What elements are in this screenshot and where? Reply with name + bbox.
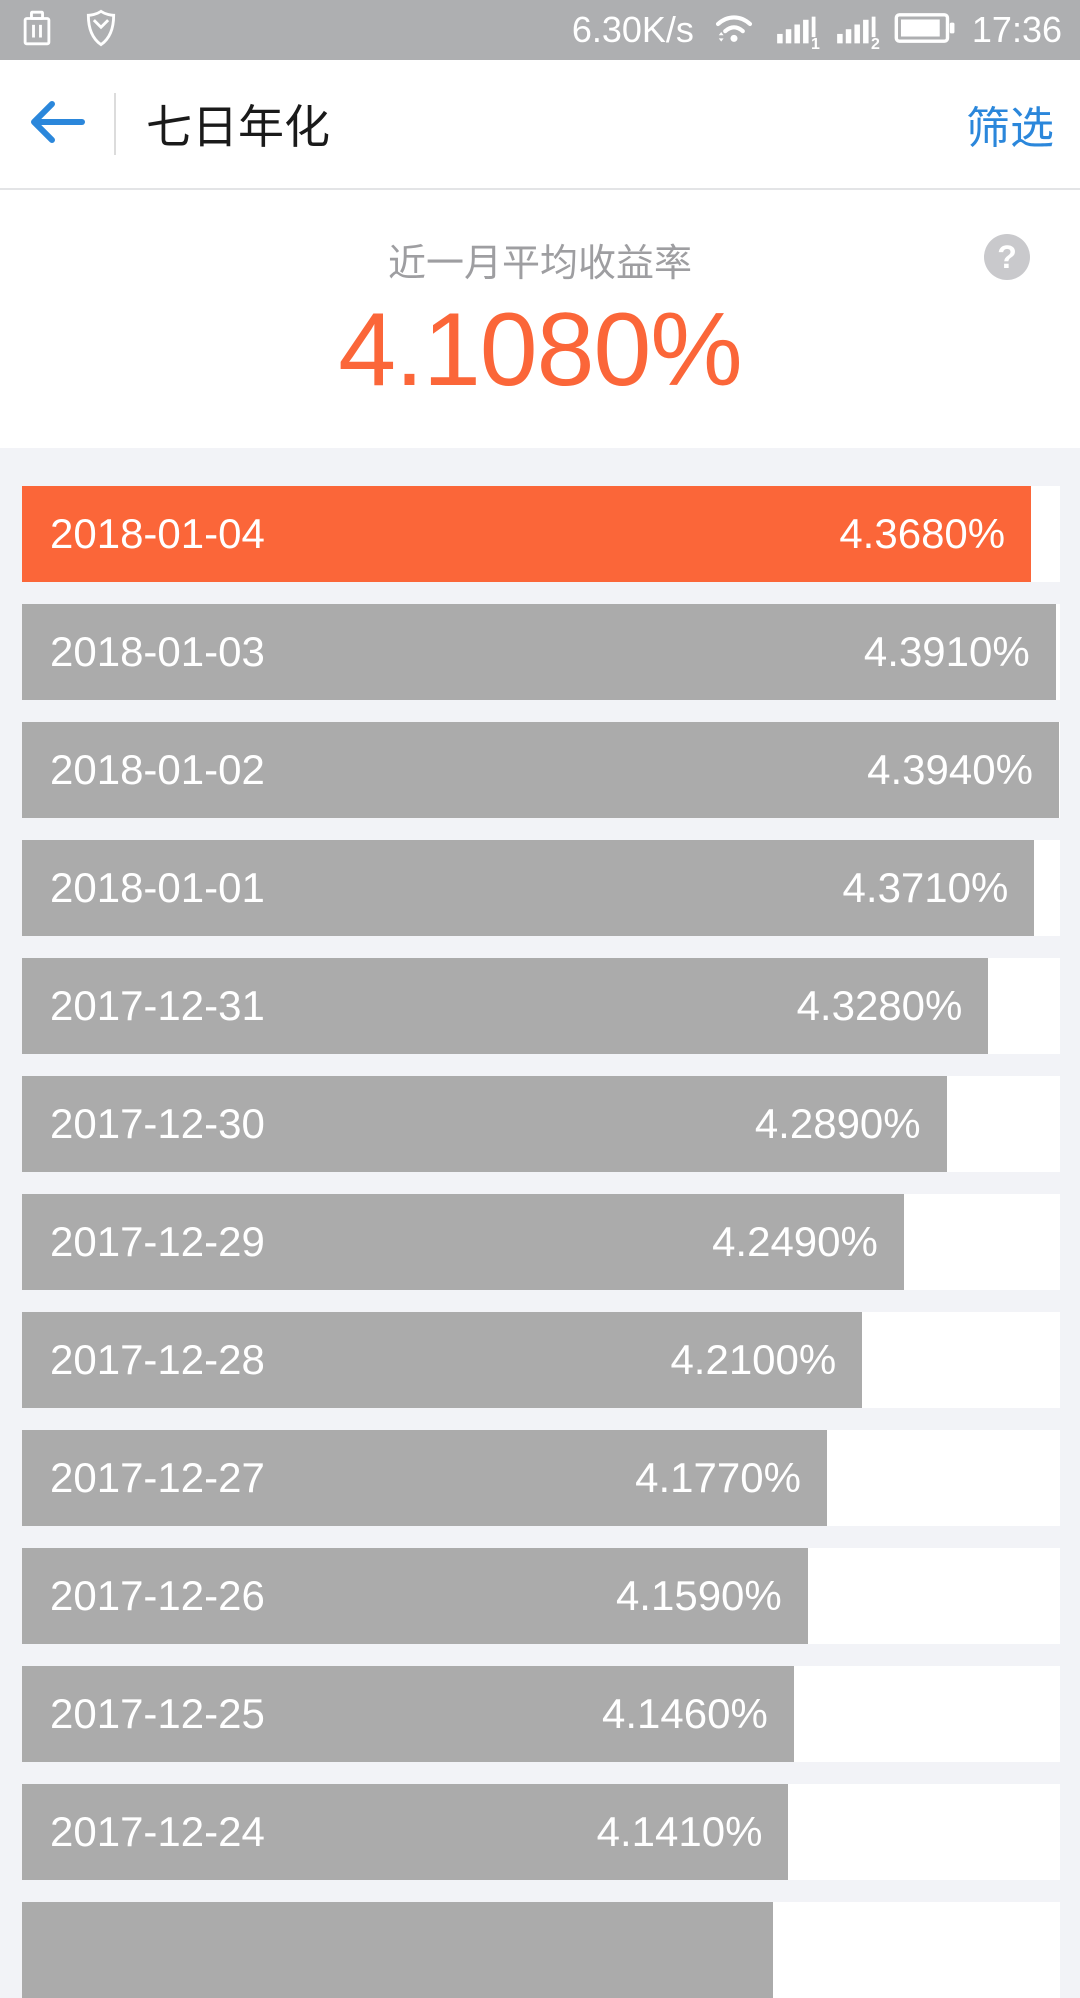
sim1-number: 1 [811, 36, 820, 53]
bar-date-label: 2017-12-24 [50, 1808, 265, 1855]
page-title: 七日年化 [146, 101, 330, 153]
bar: 2017-12-28 4.2100% [22, 1312, 863, 1408]
bar: 2017-12-25 4.1460% [22, 1666, 794, 1762]
bar-list: 2018-01-04 4.3680% 2018-01-03 4.3910% 2018-0… [0, 448, 1080, 1998]
chart-bar-row[interactable]: 2017-12-30 4.2890% [22, 1076, 1060, 1172]
bar-value-label: 4.2100% [670, 1336, 837, 1383]
bar-date-label: 2017-12-28 [50, 1336, 265, 1383]
bar-value-label: 4.1770% [635, 1454, 801, 1501]
header-divider [114, 93, 116, 155]
chart-bar-row[interactable]: 2018-01-02 4.3940% [22, 722, 1060, 818]
bar-highlighted: 2018-01-04 4.3680% [22, 486, 1032, 582]
bar-value-label: 4.3680% [839, 510, 1006, 557]
chart-bar-row[interactable]: 2018-01-01 4.3710% [22, 840, 1060, 936]
bar: 2018-01-02 4.3940% [22, 722, 1059, 818]
bar-value-label: 4.3940% [867, 746, 1033, 793]
wifi-icon [710, 8, 758, 53]
bar: 2017-12-24 4.1410% [22, 1784, 789, 1880]
bar-date-label: 2017-12-27 [50, 1454, 265, 1501]
bar: 2017-12-31 4.3280% [22, 958, 989, 1054]
bar-date-label: 2017-12-30 [50, 1100, 265, 1147]
bar-date-label: 2018-01-03 [50, 628, 265, 675]
chart-bar-row[interactable] [22, 1902, 1060, 1998]
chart-bar-row[interactable]: 2017-12-25 4.1460% [22, 1666, 1060, 1762]
bar: 2018-01-03 4.3910% [22, 604, 1056, 700]
summary-section: 近一月平均收益率 4.1080% ? [0, 190, 1080, 448]
sim2-number: 2 [871, 36, 880, 53]
battery-icon [894, 10, 956, 51]
chart-bar-row[interactable]: 2018-01-04 4.3680% [22, 486, 1060, 582]
bar-value-label: 4.2890% [754, 1100, 921, 1147]
bar-date-label: 2018-01-01 [50, 864, 265, 911]
chart-bar-row[interactable]: 2017-12-28 4.2100% [22, 1312, 1060, 1408]
bar-value-label: 4.1590% [615, 1572, 782, 1619]
back-arrow-icon [26, 96, 90, 153]
signal-sim1-icon: 1 [774, 10, 820, 53]
clock-label: 17:36 [971, 9, 1062, 50]
chart-bar-row[interactable]: 2018-01-03 4.3910% [22, 604, 1060, 700]
average-yield-label: 近一月平均收益率 [387, 243, 692, 285]
shield-check-icon [82, 7, 120, 54]
bar-date-label: 2017-12-26 [50, 1572, 265, 1619]
trash-icon [18, 7, 56, 54]
bar-date-label: 2017-12-29 [50, 1218, 265, 1265]
help-icon[interactable]: ? [984, 234, 1030, 280]
bar-date-label: 2018-01-04 [50, 510, 265, 557]
bar-value-label: 4.3910% [863, 628, 1030, 675]
chart-bar-row[interactable]: 2017-12-27 4.1770% [22, 1430, 1060, 1526]
bar: 2017-12-30 4.2890% [22, 1076, 947, 1172]
chart-bar-row[interactable]: 2017-12-29 4.2490% [22, 1194, 1060, 1290]
bar: 2018-01-01 4.3710% [22, 840, 1035, 936]
status-bar: 6.30K/s 1 [0, 0, 1080, 60]
bar-date-label: 2017-12-25 [50, 1690, 265, 1737]
chart-bar-row[interactable]: 2017-12-24 4.1410% [22, 1784, 1060, 1880]
header: 七日年化 筛选 [0, 60, 1080, 190]
chart-bar-row[interactable]: 2017-12-31 4.3280% [22, 958, 1060, 1054]
average-yield-value: 4.1080% [338, 292, 743, 408]
bar: 2017-12-29 4.2490% [22, 1194, 904, 1290]
bar-value-label: 4.1410% [596, 1808, 763, 1855]
bar-date-label: 2017-12-31 [50, 982, 265, 1029]
bar-value-label: 4.3710% [842, 864, 1009, 911]
bar-value-label: 4.1460% [602, 1690, 768, 1737]
chart-bar-row[interactable]: 2017-12-26 4.1590% [22, 1548, 1060, 1644]
bar-date-label: 2018-01-02 [50, 746, 265, 793]
bar [22, 1902, 773, 1998]
back-button[interactable] [26, 96, 90, 153]
network-speed-label: 6.30K/s [571, 9, 694, 50]
bar-value-label: 4.2490% [712, 1218, 878, 1265]
bar: 2017-12-27 4.1770% [22, 1430, 827, 1526]
bar: 2017-12-26 4.1590% [22, 1548, 808, 1644]
bar-value-label: 4.3280% [796, 982, 963, 1029]
signal-sim2-icon: 2 [834, 10, 880, 53]
filter-button[interactable]: 筛选 [966, 104, 1054, 153]
